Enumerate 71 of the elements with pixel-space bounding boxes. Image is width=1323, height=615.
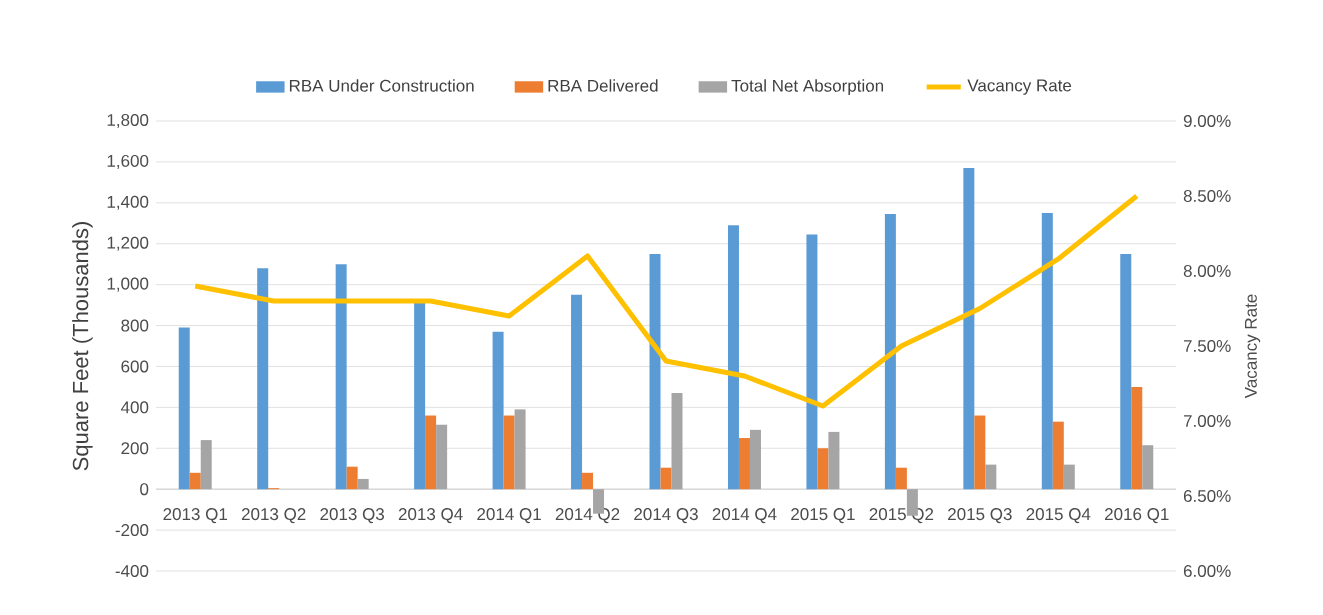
y2-tick-label: 7.50% <box>1183 339 1231 352</box>
y-tick-label: 1,400 <box>107 195 149 210</box>
y2-tick-label: 6.00% <box>1183 564 1231 577</box>
y-tick-label: 1,800 <box>107 113 149 128</box>
y2-tick-label: 6.50% <box>1183 489 1231 502</box>
legend-label: Total Net Absorption <box>731 79 884 96</box>
y2-tick-label: 9.00% <box>1183 114 1231 127</box>
y-tick-label: 400 <box>120 401 149 414</box>
x-tick-label: 2015 Q1 <box>791 508 855 524</box>
y-tick-label: 1,600 <box>107 154 149 169</box>
bar <box>1131 386 1143 490</box>
bar <box>749 429 761 490</box>
bar <box>357 478 369 490</box>
bar <box>178 327 190 490</box>
bar <box>189 472 201 490</box>
bar <box>671 393 683 490</box>
x-tick-label: 2016 Q1 <box>1105 508 1169 524</box>
bar <box>503 415 515 490</box>
bar <box>806 234 818 490</box>
bar <box>571 294 583 490</box>
bar <box>828 431 840 490</box>
bar <box>884 214 896 490</box>
bar <box>1063 464 1075 490</box>
bar <box>492 331 504 490</box>
legend-label: Vacancy Rate <box>967 79 1072 95</box>
x-tick-label: 2013 Q1 <box>163 508 227 524</box>
bar <box>963 168 975 490</box>
bar <box>649 253 661 490</box>
bar <box>1120 253 1132 490</box>
x-tick-label: 2014 Q1 <box>477 508 541 524</box>
bar <box>895 467 907 490</box>
bar <box>817 448 829 490</box>
bar <box>974 415 986 490</box>
bar <box>738 438 750 490</box>
x-tick-label: 2013 Q2 <box>241 508 306 524</box>
bar <box>727 225 739 490</box>
x-tick-label: 2015 Q4 <box>1026 508 1091 524</box>
y2-axis-title: Vacancy Rate <box>1245 294 1261 399</box>
bar <box>660 467 672 490</box>
y-tick-label: 0 <box>140 483 149 496</box>
y-tick-label: -400 <box>115 564 149 577</box>
y-tick-label: 800 <box>121 319 149 332</box>
legend-label: RBA Under Construction <box>289 79 474 92</box>
bar <box>514 409 526 490</box>
bar <box>1142 445 1154 490</box>
y-tick-label: -200 <box>115 524 149 537</box>
y2-tick-label: 8.50% <box>1183 189 1231 202</box>
x-tick-label: 2013 Q4 <box>398 508 463 524</box>
x-tick-label: 2013 Q3 <box>320 508 385 524</box>
bar <box>257 268 269 490</box>
y-tick-label: 1,200 <box>107 236 149 251</box>
y-axis-title: Square Feet (Thousands) <box>72 222 93 471</box>
y2-tick-label: 8.00% <box>1183 264 1231 277</box>
bar <box>425 415 437 490</box>
bar <box>436 424 448 490</box>
x-tick-label: 2014 Q3 <box>634 508 698 524</box>
bar <box>335 264 347 490</box>
y-tick-label: 200 <box>121 442 149 455</box>
x-tick-label: 2014 Q4 <box>712 508 777 524</box>
y-tick-label: 600 <box>121 360 149 373</box>
bar <box>346 466 358 490</box>
bar <box>1052 421 1064 490</box>
bar <box>414 303 426 490</box>
y-tick-label: 1,000 <box>107 277 149 292</box>
bar <box>1041 213 1053 490</box>
legend-label: RBA Delivered <box>548 79 658 92</box>
bar <box>985 464 997 490</box>
bar <box>200 440 212 490</box>
bar <box>582 472 594 490</box>
y2-tick-label: 7.00% <box>1183 414 1231 427</box>
x-tick-label: 2015 Q3 <box>948 508 1012 524</box>
